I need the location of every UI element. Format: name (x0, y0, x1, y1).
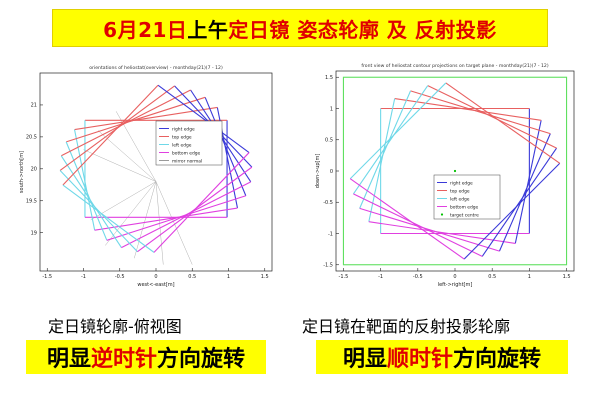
y-tick-label: 1 (330, 106, 333, 112)
legend-entry: bottom edge (172, 150, 201, 156)
mirror-normal-line (105, 181, 157, 246)
top-edge-line (394, 98, 542, 121)
y-tick-label: 19.5 (26, 199, 37, 205)
bottom-edge-line (368, 221, 516, 244)
top-edge-line (427, 85, 557, 149)
caption-left: 定日镜轮廓-俯视图 (48, 317, 182, 336)
highlight-right-prefix: 明显 (342, 347, 387, 372)
legend-entry: target centre (450, 212, 479, 218)
mirror-normal-line (134, 181, 157, 259)
chart-title: front view of heliostat contour projecti… (361, 63, 548, 69)
caption-right: 定日镜在靶面的反射投影轮廓 (302, 317, 511, 336)
mirror-normal-line (83, 149, 157, 182)
right-edge-line (514, 120, 542, 244)
top-edge-line (62, 84, 159, 186)
y-axis-label: down->up[m] (315, 154, 321, 189)
chart-legend: right edge top edge left edge bottom edge mi… (155, 120, 223, 166)
x-axis-label: west<-east[m] (137, 282, 174, 288)
x-tick-label: 0.5 (488, 274, 496, 280)
x-tick-label: -0.5 (413, 274, 423, 280)
y-axis-label: south->north[m] (19, 151, 25, 193)
x-tick-label: 0 (453, 274, 456, 280)
right-edge-line (498, 133, 551, 252)
left-edge-line (62, 184, 155, 253)
highlight-right-suffix: 方向旋转 (453, 347, 542, 372)
mirror-normal-line (155, 181, 193, 265)
left-edge-line (359, 90, 412, 209)
bottom-edge-line (121, 181, 252, 249)
bottom-edge-line (106, 195, 246, 241)
y-tick-label: 19 (31, 230, 37, 236)
y-tick-label: 20.5 (26, 135, 37, 141)
y-tick-label: 21 (31, 103, 37, 109)
target-boundary (342, 76, 568, 266)
highlight-right-direction: 顺时针 (386, 347, 453, 372)
mirror-normal-line (97, 130, 157, 182)
left-edge-line (352, 85, 429, 195)
highlight-left: 明显 逆时针 方向旋转 (26, 340, 266, 374)
y-tick-label: 1.5 (325, 75, 333, 81)
bottom-edge-line (153, 152, 250, 253)
legend-entry: bottom edge (450, 204, 479, 210)
title-subject: 定日镜 姿态轮廓 及 反射投影 (228, 17, 497, 42)
legend-entry: mirror normal (172, 158, 202, 164)
top-edge-line (60, 89, 191, 157)
bottom-edge-line (349, 178, 465, 260)
mirror-normal-line (115, 111, 157, 182)
x-tick-label: -1 (81, 274, 86, 280)
legend-entry: left edge (450, 196, 470, 202)
x-tick-label: -1.5 (42, 274, 52, 280)
title-date: 6月21日 (103, 17, 188, 42)
bottom-edge-line (353, 193, 483, 257)
bottom-edge-line (359, 207, 500, 252)
top-edge-line (445, 82, 561, 164)
x-tick-label: 0.5 (188, 274, 196, 280)
right-edge-line (157, 84, 250, 154)
left-edge-line (60, 155, 122, 248)
target-centre-marker (453, 169, 457, 173)
right-edge-line (204, 97, 247, 196)
left-edge-line (65, 141, 108, 241)
x-tick-label: 1 (528, 274, 531, 280)
chart-title: orientations of heliostat(overview) - mo… (89, 65, 223, 71)
chart-orientation-overview: orientations of heliostat(overview) - mo… (19, 65, 273, 288)
highlight-left-direction: 逆时针 (90, 347, 157, 372)
legend-entry: top edge (172, 134, 192, 140)
legend-symbol (440, 213, 444, 216)
x-tick-label: -0.5 (115, 274, 125, 280)
y-tick-label: 0 (330, 169, 333, 175)
y-tick-label: -0.5 (323, 200, 333, 206)
chart-target-projection: front view of heliostat contour projecti… (315, 63, 575, 288)
legend-entry: right edge (450, 180, 473, 186)
x-tick-label: -1.5 (339, 274, 349, 280)
x-tick-label: 1.5 (563, 274, 571, 280)
top-edge-line (410, 90, 551, 135)
title-time: 上午 (187, 17, 229, 42)
x-tick-label: 1.5 (261, 274, 269, 280)
legend-entry: left edge (172, 142, 192, 148)
x-axis-label: left->right[m] (438, 282, 473, 288)
top-edge-line (66, 96, 206, 143)
left-edge-line (368, 98, 396, 222)
y-tick-label: -1.5 (323, 263, 333, 269)
x-tick-label: -1 (378, 274, 383, 280)
highlight-right: 明显 顺时针 方向旋转 (316, 340, 568, 374)
right-edge-line (481, 147, 558, 257)
right-edge-line (463, 162, 561, 260)
chart-legend: right edge top edge left edge bottom edge ta… (433, 174, 501, 220)
y-tick-label: -1 (328, 231, 333, 237)
left-edge-line (73, 129, 96, 231)
x-tick-label: 0 (154, 274, 157, 280)
x-tick-label: 1 (227, 274, 230, 280)
y-tick-label: 20 (31, 167, 37, 173)
legend-entry: right edge (172, 126, 195, 132)
legend-entry: top edge (450, 188, 470, 194)
left-edge-line (349, 82, 447, 180)
y-tick-label: 0.5 (325, 138, 333, 144)
highlight-left-suffix: 方向旋转 (157, 347, 246, 372)
highlight-left-prefix: 明显 (46, 347, 91, 372)
title-banner: 6月21日 上午 定日镜 姿态轮廓 及 反射投影 (52, 9, 548, 47)
